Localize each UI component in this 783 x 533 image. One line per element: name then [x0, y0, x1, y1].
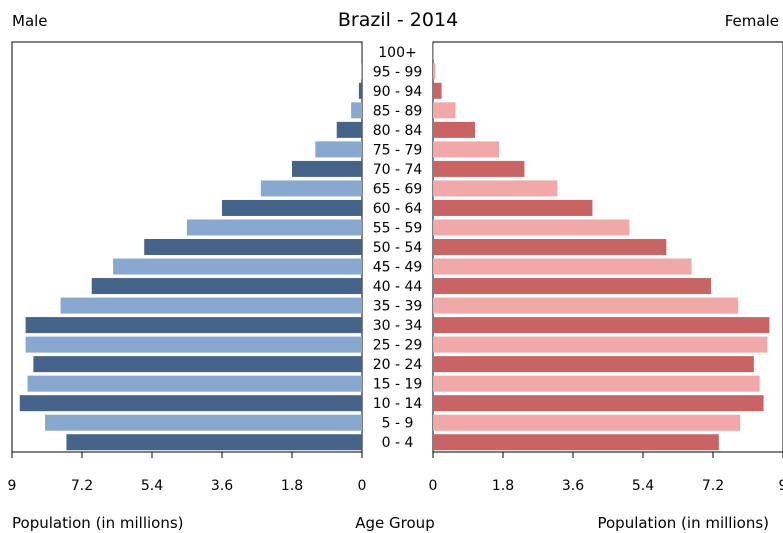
- age-group-label: 90 - 94: [373, 84, 423, 100]
- male-bar: [292, 160, 362, 177]
- male-bar: [336, 121, 362, 138]
- age-group-label: 40 - 44: [373, 279, 423, 295]
- female-bar: [433, 160, 525, 177]
- axis-tick-label: 7.2: [71, 478, 93, 494]
- age-group-label: 25 - 29: [373, 338, 423, 354]
- female-bar: [433, 434, 719, 451]
- female-x-axis-label: Population (in millions): [597, 514, 769, 532]
- age-group-label: 80 - 84: [373, 123, 423, 139]
- male-bar: [361, 63, 362, 80]
- axis-tick-label: 0: [429, 478, 438, 494]
- female-bar: [433, 63, 436, 80]
- age-group-label: 10 - 14: [373, 396, 423, 412]
- female-bars: [433, 43, 770, 451]
- male-bar: [351, 102, 362, 119]
- female-bar: [433, 414, 741, 431]
- female-bar: [433, 199, 593, 216]
- age-group-label: 95 - 99: [373, 64, 423, 80]
- age-group-label: 0 - 4: [382, 435, 414, 451]
- female-bar: [433, 141, 500, 158]
- male-bar: [113, 258, 362, 275]
- female-bar: [433, 121, 475, 138]
- female-bar: [433, 238, 667, 256]
- male-bar: [222, 199, 362, 216]
- age-group-label: 65 - 69: [373, 181, 423, 197]
- female-bar: [433, 219, 630, 236]
- male-bars: [19, 43, 363, 451]
- axis-tick-label: 1.8: [281, 478, 303, 494]
- age-group-label: 75 - 79: [373, 142, 423, 158]
- chart-title: Brazil - 2014: [338, 9, 458, 31]
- axis-tick-label: 7.2: [702, 478, 724, 494]
- female-bar: [433, 258, 692, 275]
- male-bar: [91, 278, 362, 295]
- female-bar: [433, 317, 770, 334]
- male-x-axis: 9 7.2 5.4 3.6 1.8 0: [8, 451, 367, 494]
- female-bar: [433, 180, 558, 197]
- male-bar: [25, 336, 362, 353]
- age-group-label: 55 - 59: [373, 220, 423, 236]
- age-group-labels: 0 - 4 5 - 9 10 - 14 15 - 19 20 - 24 25 - 29 30…: [373, 45, 423, 451]
- male-x-axis-label: Population (in millions): [12, 514, 184, 532]
- female-x-axis: 0 1.8 3.6 5.4 7.2 9: [429, 451, 783, 494]
- male-label: Male: [12, 12, 48, 30]
- axis-tick-label: 5.4: [141, 478, 163, 494]
- age-group-axis-label: Age Group: [355, 514, 434, 532]
- age-group-label: 30 - 34: [373, 318, 423, 334]
- axis-tick-label: 5.4: [632, 478, 654, 494]
- age-group-label: 70 - 74: [373, 162, 423, 178]
- male-bar: [315, 141, 362, 158]
- male-bar: [260, 180, 362, 197]
- male-bar: [19, 395, 363, 412]
- female-bar: [433, 278, 712, 295]
- age-group-label: 45 - 49: [373, 260, 423, 276]
- female-bar: [433, 43, 434, 60]
- female-bar: [433, 82, 442, 99]
- age-group-label: 5 - 9: [382, 416, 414, 432]
- female-bar: [433, 375, 760, 392]
- male-bar: [27, 375, 363, 392]
- age-group-label: 100+: [378, 45, 416, 61]
- female-label: Female: [725, 12, 779, 30]
- male-bar: [144, 238, 362, 256]
- male-bar: [358, 82, 362, 99]
- age-group-label: 15 - 19: [373, 377, 423, 393]
- male-bar: [45, 414, 363, 431]
- axis-tick-label: 1.8: [492, 478, 514, 494]
- axis-tick-label: 0: [358, 478, 367, 494]
- female-bar: [433, 297, 739, 314]
- female-bar: [433, 395, 764, 412]
- female-bar: [433, 336, 768, 353]
- male-bar: [60, 297, 362, 314]
- axis-tick-label: 9: [8, 478, 17, 494]
- female-bar: [433, 102, 456, 119]
- male-bar: [25, 317, 362, 334]
- age-group-label: 35 - 39: [373, 299, 423, 315]
- age-group-label: 20 - 24: [373, 357, 423, 373]
- age-group-label: 85 - 89: [373, 103, 423, 119]
- male-bar: [33, 356, 363, 373]
- age-group-label: 50 - 54: [373, 240, 423, 256]
- axis-tick-label: 3.6: [211, 478, 233, 494]
- axis-tick-label: 9: [779, 478, 783, 494]
- age-group-label: 60 - 64: [373, 201, 423, 217]
- axis-tick-label: 3.6: [562, 478, 584, 494]
- male-bar: [66, 434, 362, 451]
- female-bar: [433, 356, 754, 373]
- male-bar: [187, 219, 362, 236]
